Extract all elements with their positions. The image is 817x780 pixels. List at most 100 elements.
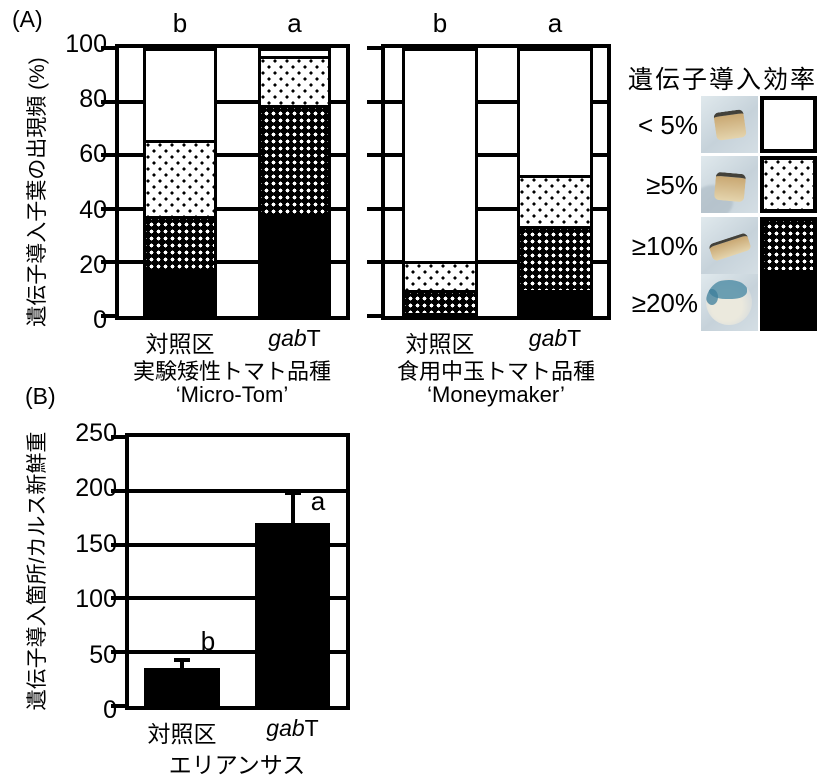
axis-tick	[367, 206, 381, 211]
x-tick-label-part: 対照区	[145, 331, 215, 357]
bar-segment-dense	[520, 226, 590, 290]
gridline	[385, 260, 607, 265]
gridline	[119, 99, 346, 104]
chart-erianthus-plot	[111, 433, 350, 710]
legend-label: ≥10%	[631, 231, 698, 261]
error-bar	[180, 657, 184, 669]
panel-b-label: (B)	[25, 383, 56, 409]
stacked-bar	[402, 48, 478, 316]
axis-tick	[111, 650, 125, 655]
bar-segment-light	[146, 139, 214, 216]
legend-swatch-white	[760, 96, 817, 153]
error-bar	[290, 490, 295, 524]
legend-photo-tissue-strip	[701, 217, 758, 274]
legend-photo-tissue-plain	[701, 96, 758, 153]
axis-tick	[111, 596, 125, 601]
legend-photo-tissue-shadow	[701, 156, 758, 213]
bar-segment-white	[520, 51, 590, 175]
panel-b-y-tick-label: 100	[75, 585, 117, 614]
legend-swatch-solid	[760, 274, 817, 331]
legend-swatch-light	[760, 156, 817, 213]
axis-tick	[367, 99, 381, 104]
photo-dish	[706, 279, 752, 325]
bar-segment-white	[405, 51, 475, 261]
panel-a-y-tick-label: 80	[79, 85, 107, 114]
bar-segment-solid	[261, 213, 328, 314]
x-tick-label-part: T	[304, 715, 319, 741]
significance-letter: b	[172, 8, 188, 38]
gridline	[129, 488, 346, 493]
solid-bar	[144, 668, 220, 706]
bar-segment-white	[146, 51, 214, 140]
significance-letter: a	[287, 8, 302, 38]
axis-tick	[111, 488, 125, 493]
gridline	[129, 542, 346, 547]
legend-label: ≥20%	[631, 288, 698, 318]
panel-b-y-tick-label: 50	[89, 640, 117, 669]
axis-tick	[101, 260, 115, 265]
bar-segment-light	[261, 56, 328, 105]
panel-b-y-axis-title: 遺伝子導入箇所/カルス新鮮重	[26, 431, 49, 711]
bar-segment-white	[261, 51, 328, 57]
stacked-bar	[258, 48, 331, 316]
x-tick-label: gabT	[268, 325, 320, 352]
significance-letter: b	[432, 8, 448, 38]
x-tick-label: 対照区	[148, 715, 217, 749]
axis-tick	[367, 153, 381, 158]
chart-moneymaker-caption-line1: 食用中玉トマト品種	[396, 359, 595, 384]
panel-a-y-tick-label: 60	[79, 140, 107, 169]
chart-moneymaker-plot	[367, 44, 611, 320]
x-tick-label-part: gab	[268, 325, 307, 351]
panel-a-y-tick-label: 0	[93, 306, 107, 334]
axis-tick	[367, 314, 381, 318]
bar-segment-dense	[261, 104, 328, 214]
chart-erianthus-x-title: エリアンサス	[168, 752, 306, 778]
gridline	[119, 206, 346, 211]
chart-moneymaker-caption-line2: ‘Moneymaker’	[427, 382, 565, 407]
legend-photo-tissue-blue-dish	[701, 274, 758, 331]
gridline	[385, 206, 607, 211]
gridline	[119, 153, 346, 158]
axis-tick	[101, 46, 115, 50]
chart-micro-tom-caption-line1: 実験矮性トマト品種	[132, 359, 331, 384]
x-tick-label: 対照区	[406, 325, 475, 359]
chart-micro-tom-caption-line2: ‘Micro-Tom’	[175, 382, 289, 407]
x-tick-label-part: T	[306, 325, 321, 351]
photo-blue-stain	[709, 280, 747, 299]
error-bar-cap	[284, 490, 301, 495]
axis-tick	[101, 206, 115, 211]
error-bar-cap	[174, 657, 190, 662]
stacked-bar	[517, 48, 593, 316]
x-tick-label-part: T	[567, 325, 582, 351]
bar-segment-light	[405, 260, 475, 290]
axis-tick	[367, 46, 381, 50]
bar-segment-dense	[405, 289, 475, 313]
bar-segment-solid	[520, 289, 590, 313]
axis-tick	[101, 153, 115, 158]
x-tick-label-part: 対照区	[147, 721, 217, 747]
panel-a-y-tick-label: 40	[79, 195, 107, 224]
gridline	[385, 99, 607, 104]
chart-micro-tom-plot	[101, 44, 350, 320]
panel-b-y-tick-label: 0	[103, 696, 117, 724]
solid-bar	[255, 523, 330, 706]
gridline	[129, 650, 346, 655]
stacked-bar	[143, 48, 217, 316]
photo-blue-stain	[706, 289, 718, 305]
panel-b-y-tick-label: 200	[75, 474, 117, 503]
panel-a-label: (A)	[12, 6, 43, 32]
photo-tissue	[707, 232, 752, 262]
significance-letter: a	[547, 8, 563, 38]
significance-letter: a	[310, 486, 326, 516]
gridline	[129, 596, 346, 601]
panel-b-y-tick-label: 250	[75, 419, 117, 447]
axis-tick	[101, 314, 115, 318]
x-tick-label: 対照区	[146, 325, 215, 359]
photo-tissue	[712, 109, 747, 141]
x-tick-label-part: gab	[266, 715, 305, 741]
bar-segment-dense	[146, 215, 214, 270]
axis-tick	[111, 435, 125, 439]
legend-label: ≥5%	[646, 170, 698, 200]
panel-b-y-tick-label: 150	[75, 529, 117, 558]
